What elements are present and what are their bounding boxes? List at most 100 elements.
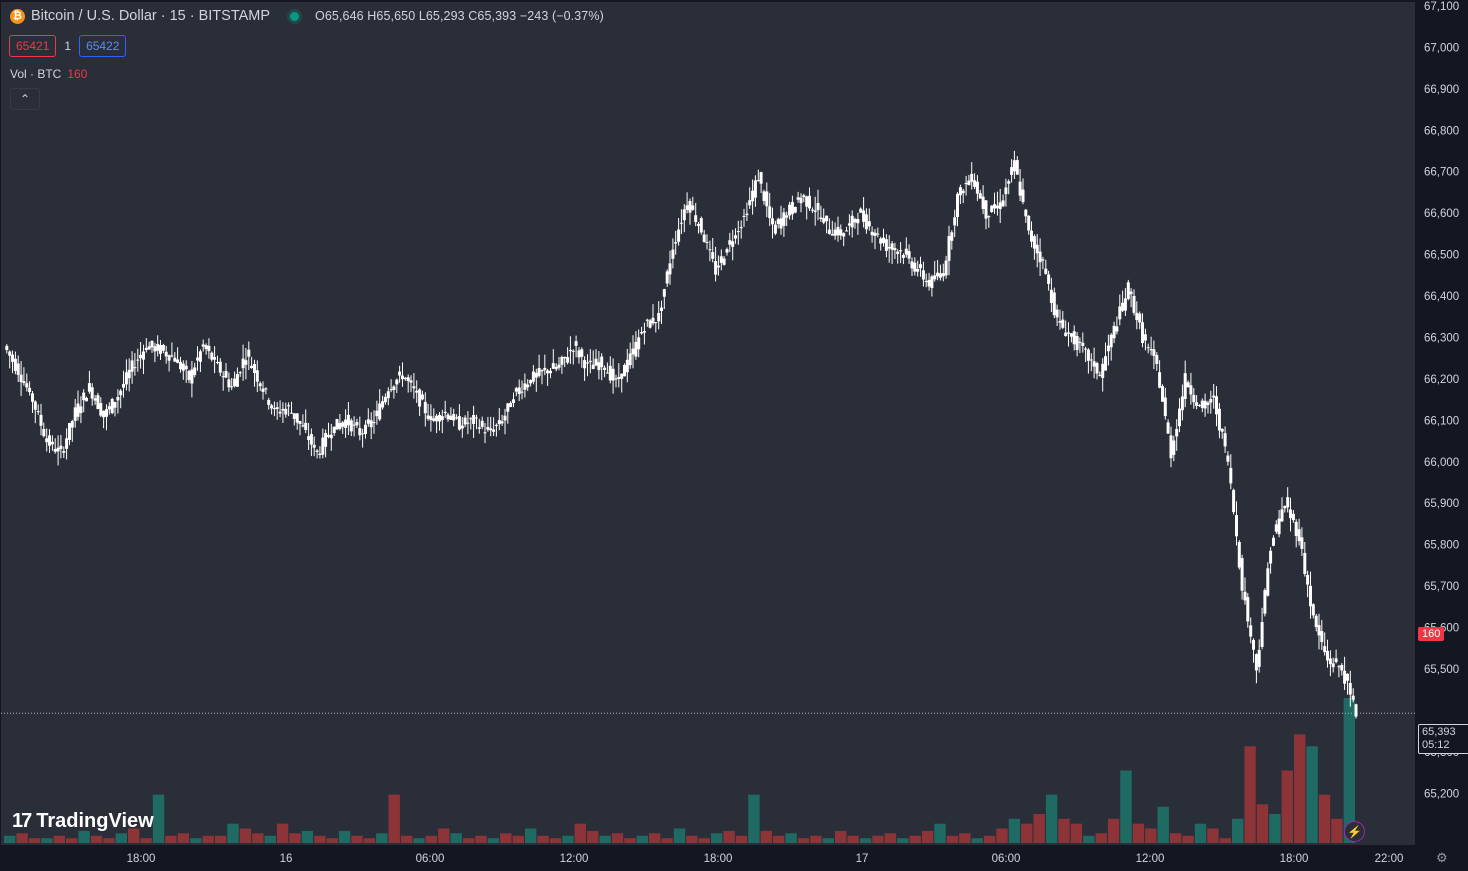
candle-body xyxy=(406,377,410,382)
candle-body xyxy=(39,414,43,426)
candle-body xyxy=(1235,515,1238,537)
volume-bar xyxy=(587,830,599,843)
candle-body xyxy=(480,420,484,427)
candle-body xyxy=(235,374,239,387)
candle-body xyxy=(127,369,131,379)
candle-body xyxy=(42,429,46,437)
candle-body xyxy=(697,224,700,226)
candle-body xyxy=(250,365,254,368)
volume-bar xyxy=(810,835,822,844)
candle-body xyxy=(338,422,342,429)
volume-bar xyxy=(525,828,537,843)
volume-bar xyxy=(487,838,500,843)
candle-body xyxy=(48,435,51,446)
symbol-title[interactable]: Bitcoin / U.S. Dollar · 15 · BITSTAMP xyxy=(31,8,271,24)
symbol-legend[interactable]: ₿ Bitcoin / U.S. Dollar · 15 · BITSTAMP … xyxy=(10,8,604,24)
candle-body xyxy=(1067,332,1070,334)
settings-icon[interactable]: ⚙ xyxy=(1436,850,1448,865)
volume-bar xyxy=(128,828,140,843)
candle-body xyxy=(418,389,422,407)
candle-body xyxy=(620,373,624,379)
candle-body xyxy=(1223,433,1227,447)
candle-body xyxy=(460,425,464,429)
candle-body xyxy=(53,449,57,452)
candle-body xyxy=(1180,396,1184,411)
candle-body xyxy=(751,190,755,202)
candle-body xyxy=(958,187,962,196)
candle-body xyxy=(1178,408,1181,427)
candle-body xyxy=(261,388,265,392)
volume-legend[interactable]: Vol · BTC 160 xyxy=(10,67,87,81)
candle-body xyxy=(1101,363,1105,378)
volume-bar xyxy=(1331,818,1343,843)
candle-body xyxy=(1095,363,1099,374)
candle-body xyxy=(1291,513,1295,521)
candle-body xyxy=(833,229,837,236)
candle-body xyxy=(341,422,345,427)
candle-body xyxy=(1198,405,1201,407)
volume-bar xyxy=(1343,698,1355,843)
candle-body xyxy=(586,362,589,364)
candle-body xyxy=(859,208,863,213)
candle-body xyxy=(457,416,461,430)
market-status-icon[interactable] xyxy=(290,11,300,21)
candle-body xyxy=(614,378,618,380)
collapse-legend-button[interactable]: ⌃ xyxy=(10,88,40,110)
volume-bar xyxy=(959,833,971,843)
candle-body xyxy=(941,273,945,277)
bitcoin-icon: ₿ xyxy=(10,8,25,24)
candle-body xyxy=(1226,455,1230,462)
candle-body xyxy=(1129,291,1133,295)
candle-body xyxy=(882,237,885,243)
bolt-icon[interactable]: ⚡ xyxy=(1344,821,1365,842)
volume-bar xyxy=(78,830,90,843)
candle-body xyxy=(708,249,712,251)
price-tick-label: 66,000 xyxy=(1424,457,1459,469)
candle-body xyxy=(233,378,237,387)
candle-body xyxy=(588,360,592,363)
candle-body xyxy=(640,332,644,334)
candle-body xyxy=(634,341,638,357)
tradingview-logo[interactable]: 17 TradingView xyxy=(12,810,154,833)
candle-body xyxy=(600,356,604,368)
candle-body xyxy=(975,181,979,194)
volume-bar xyxy=(872,835,884,844)
candle-body xyxy=(50,441,54,445)
candle-body xyxy=(227,379,231,388)
candle-body xyxy=(827,229,831,234)
candle-body xyxy=(967,180,971,186)
candle-body xyxy=(270,405,274,409)
candle-body xyxy=(990,205,994,212)
candle-body xyxy=(76,403,80,417)
candle-body xyxy=(771,218,774,225)
candle-body xyxy=(438,414,441,422)
candle-body xyxy=(312,444,316,448)
candle-body xyxy=(753,180,757,198)
volume-bar xyxy=(264,835,276,844)
candle-body xyxy=(1351,695,1355,700)
candle-body xyxy=(230,386,234,388)
candle-body xyxy=(611,368,615,381)
candle-body xyxy=(130,360,134,372)
candle-body xyxy=(551,363,555,369)
volume-bar xyxy=(376,833,388,843)
candle-body xyxy=(514,388,518,392)
candle-body xyxy=(1126,282,1130,299)
price-tick-label: 66,200 xyxy=(1424,374,1459,386)
candle-body xyxy=(1294,521,1298,536)
candle-body xyxy=(119,390,123,396)
buy-button[interactable]: 65422 xyxy=(79,35,127,57)
sell-button[interactable]: 65421 xyxy=(9,35,57,57)
candle-body xyxy=(1086,349,1090,361)
candle-body xyxy=(409,380,413,383)
candle-body xyxy=(469,418,473,420)
time-tick-label: 12:00 xyxy=(1136,853,1165,865)
time-axis[interactable] xyxy=(0,845,1415,871)
candle-body xyxy=(1326,650,1329,661)
candle-body xyxy=(546,370,550,374)
volume-bar xyxy=(847,835,859,844)
candle-body xyxy=(1032,236,1036,249)
candle-body xyxy=(1232,489,1236,513)
volume-bar xyxy=(1070,823,1083,843)
time-tick-label: 06:00 xyxy=(992,853,1021,865)
